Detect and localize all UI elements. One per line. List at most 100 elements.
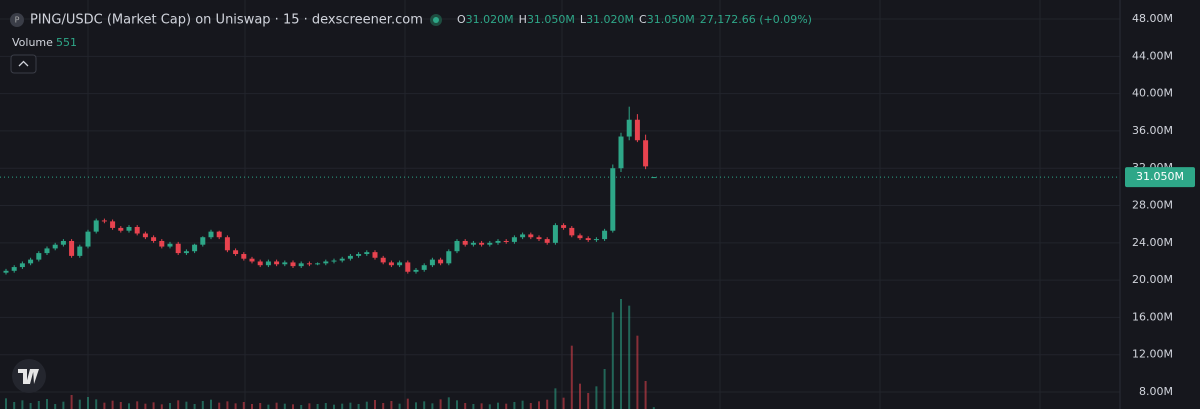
candle-body <box>487 242 493 245</box>
candle-body <box>200 237 206 245</box>
volume-bar <box>300 405 303 409</box>
volume-bar <box>464 403 467 409</box>
candle-body <box>470 242 476 245</box>
close-value: 31.050M <box>647 13 695 26</box>
high-label: H <box>519 13 527 26</box>
tv-logo <box>18 369 39 384</box>
candle-body <box>421 265 427 270</box>
candle-body <box>438 259 444 264</box>
volume-bar <box>480 403 483 409</box>
candle-body <box>634 119 640 141</box>
candle-body <box>429 259 435 266</box>
candle-body <box>224 237 230 251</box>
candle-body <box>585 238 591 241</box>
volume-bar <box>169 403 171 409</box>
volume-bar <box>456 400 458 409</box>
candle-body <box>28 259 34 264</box>
candle-body <box>356 254 362 256</box>
volume-bar <box>652 407 655 409</box>
volume-bar <box>234 403 237 409</box>
volume-bar <box>259 403 262 409</box>
candle-body <box>602 230 608 240</box>
price-axis <box>1120 0 1200 409</box>
candle-body <box>183 251 189 254</box>
candle-body <box>241 254 247 259</box>
candle-body <box>60 240 66 245</box>
candle-body <box>192 244 198 252</box>
candle-body <box>364 252 370 255</box>
candle-body <box>257 261 263 266</box>
volume-bar <box>144 403 147 409</box>
volume-bar <box>316 404 319 409</box>
volume-bar <box>54 404 57 409</box>
volume-bar <box>251 404 253 409</box>
volume-bar <box>29 403 32 409</box>
candle-body <box>511 237 517 242</box>
volume-bar <box>13 402 16 409</box>
symbol-icon <box>10 13 24 27</box>
candle-body <box>454 240 460 252</box>
candle-body <box>101 220 107 222</box>
collapse-button[interactable] <box>10 54 37 74</box>
ohlc: O31.020M H31.050M L31.020M C31.050M 27,172.6… <box>457 13 812 26</box>
candle-body <box>110 221 116 228</box>
y-tick-label: 48.00M <box>1132 12 1173 25</box>
candle-body <box>52 244 58 249</box>
candle-body <box>265 261 271 266</box>
volume-bar <box>603 369 606 409</box>
open-label: O <box>457 13 466 26</box>
change: 27,172.66 (+0.09%) <box>700 13 812 26</box>
candle-body <box>306 263 312 265</box>
candle-body <box>577 235 583 239</box>
candle-body <box>118 227 124 231</box>
candle-body <box>323 261 329 264</box>
volume-bar <box>579 383 581 409</box>
y-tick-label: 20.00M <box>1132 273 1173 286</box>
candle-body <box>282 262 288 265</box>
volume-bar <box>521 400 524 409</box>
candle-body <box>528 234 534 238</box>
candle-body <box>167 243 173 247</box>
low-label: L <box>580 13 587 26</box>
volume-bar <box>242 402 245 409</box>
volume-bar <box>275 402 278 409</box>
candle-body <box>134 226 140 234</box>
volume-bar <box>218 402 221 409</box>
candle-body <box>85 231 91 247</box>
volume-bar <box>513 402 516 409</box>
price-axis-labels: 48.00M44.00M40.00M36.00M32.00M28.00M24.0… <box>1125 12 1195 398</box>
candle-body <box>446 251 452 264</box>
candle-body <box>569 227 575 236</box>
candle-body <box>3 270 9 273</box>
volume-bar <box>111 400 114 409</box>
candle-body <box>249 258 255 262</box>
volume-bar <box>160 404 163 409</box>
candle-body <box>536 237 542 240</box>
candle-body <box>544 239 550 243</box>
high-value: 31.050M <box>527 13 575 26</box>
volume-bar <box>95 399 98 409</box>
time-grid <box>87 0 1041 409</box>
volume-bar <box>185 401 188 409</box>
candle-body <box>552 225 558 243</box>
y-tick-label: 28.00M <box>1132 199 1173 212</box>
collapse-icon <box>18 60 29 67</box>
volume-bar <box>595 386 598 409</box>
candle-body <box>290 262 296 267</box>
volume-bar <box>538 401 540 409</box>
volume-bar <box>333 404 335 409</box>
candle-body <box>69 240 75 256</box>
volume-bar <box>628 305 631 409</box>
volume-bar <box>365 401 368 409</box>
volume-bar <box>46 399 48 409</box>
plot <box>0 18 1120 409</box>
volume-bar <box>415 402 417 409</box>
volume-bar <box>152 402 155 409</box>
low-value: 31.020M <box>586 13 634 26</box>
volume-bar <box>136 401 139 409</box>
candle-body <box>372 252 378 258</box>
y-tick-label: 12.00M <box>1132 348 1173 361</box>
candle-body <box>331 260 337 262</box>
candle-body <box>593 239 599 241</box>
